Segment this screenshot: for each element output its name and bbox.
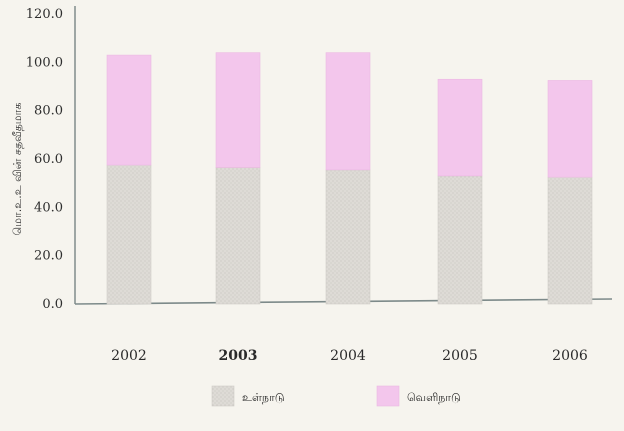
- bar-domestic-2006: [547, 176, 593, 305]
- y-tick-label: 60.0: [34, 152, 63, 167]
- bar-foreign-2003: [215, 52, 261, 168]
- y-axis-title: மொ.உ.உ வின் சதவீதமாக: [11, 103, 24, 236]
- bar-domestic-2005: [437, 175, 483, 305]
- y-tick-label: 100.0: [26, 55, 63, 70]
- x-tick-label: 2004: [330, 348, 366, 364]
- bar-foreign-2005: [437, 78, 483, 177]
- x-tick-label: 2003: [219, 348, 258, 364]
- legend-swatch: [376, 385, 400, 407]
- bar-domestic-2002: [106, 164, 152, 305]
- legend-label: உள்நாடு: [242, 391, 285, 404]
- bar-domestic-2003: [215, 167, 261, 305]
- legend-label: வெளிநாடு: [407, 391, 461, 404]
- y-tick-label: 0.0: [42, 297, 63, 312]
- bar-foreign-2002: [106, 54, 152, 166]
- bar-foreign-2006: [547, 80, 593, 178]
- x-tick-label: 2002: [111, 348, 147, 364]
- y-tick-label: 120.0: [26, 7, 63, 22]
- bar-foreign-2004: [325, 52, 371, 171]
- y-tick-label: 40.0: [34, 200, 63, 215]
- legend-swatch: [211, 385, 235, 407]
- bar-domestic-2004: [325, 169, 371, 305]
- x-tick-label: 2005: [442, 348, 478, 364]
- y-tick-label: 20.0: [34, 249, 63, 264]
- y-tick-label: 80.0: [34, 104, 63, 119]
- x-tick-label: 2006: [552, 348, 588, 364]
